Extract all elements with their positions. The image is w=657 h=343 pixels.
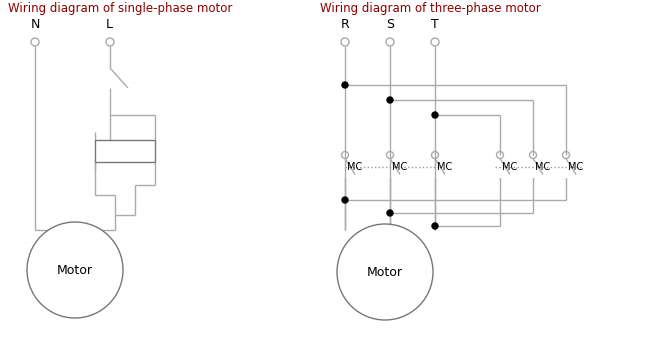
Text: R: R — [341, 18, 350, 31]
Text: Motor: Motor — [367, 265, 403, 279]
Circle shape — [432, 112, 438, 118]
Circle shape — [432, 223, 438, 229]
Circle shape — [386, 38, 394, 46]
Text: MC: MC — [568, 162, 583, 172]
Text: N: N — [31, 18, 40, 31]
Circle shape — [27, 222, 123, 318]
Bar — [95, 140, 155, 162]
Circle shape — [387, 210, 393, 216]
Circle shape — [431, 38, 439, 46]
Text: T: T — [431, 18, 439, 31]
Circle shape — [387, 97, 393, 103]
Text: MC: MC — [392, 162, 407, 172]
Circle shape — [341, 38, 349, 46]
Text: L: L — [106, 18, 113, 31]
Circle shape — [337, 224, 433, 320]
Text: MC: MC — [502, 162, 517, 172]
Text: MC: MC — [535, 162, 551, 172]
Text: Wiring diagram of three-phase motor: Wiring diagram of three-phase motor — [320, 2, 541, 15]
Circle shape — [342, 82, 348, 88]
Text: Capacitor: Capacitor — [97, 144, 154, 157]
Text: Motor: Motor — [57, 263, 93, 276]
Circle shape — [342, 197, 348, 203]
Circle shape — [106, 38, 114, 46]
Text: MC: MC — [437, 162, 452, 172]
Text: Wiring diagram of single-phase motor: Wiring diagram of single-phase motor — [8, 2, 233, 15]
Text: S: S — [386, 18, 394, 31]
Circle shape — [31, 38, 39, 46]
Text: MC: MC — [347, 162, 362, 172]
